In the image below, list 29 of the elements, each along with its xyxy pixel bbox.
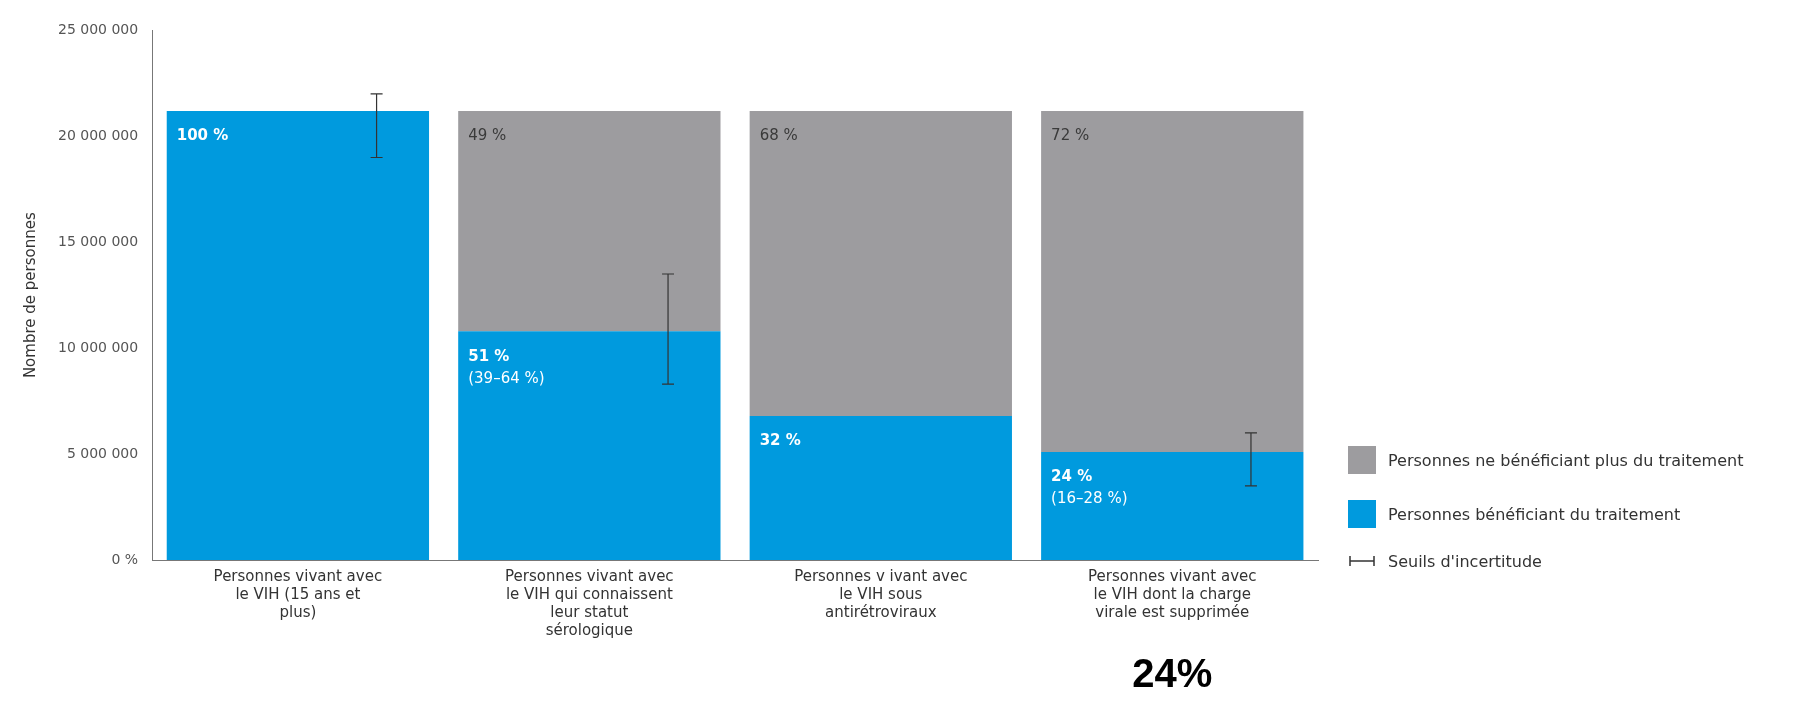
bar xyxy=(1041,110,1304,452)
y-tick-label: 25 000 000 xyxy=(57,21,139,38)
bar xyxy=(749,110,1012,416)
bar xyxy=(458,110,721,332)
legend-label: Personnes bénéficiant du traitement xyxy=(1388,504,1681,524)
y-tick-label: 20 000 000 xyxy=(57,126,139,143)
text: 24% xyxy=(1132,651,1213,696)
y-tick-label: 0 % xyxy=(111,550,139,567)
legend-label: Personnes ne bénéficiant plus du traitement xyxy=(1388,450,1744,470)
bar xyxy=(749,415,1012,560)
annotation: 100 % xyxy=(176,126,229,145)
y-tick-label: 10 000 000 xyxy=(57,338,139,355)
text: Seuils d'incertitude xyxy=(1388,551,1542,571)
x-tick-label: Personnes vivant avec le VIH (15 ans et plus) xyxy=(213,566,383,621)
y-axis-title: Nombre de personnes xyxy=(20,212,39,379)
bar xyxy=(166,110,430,560)
annotation: 32 % xyxy=(759,431,801,450)
annotation: 72 % xyxy=(1051,126,1090,145)
x-tick-label: Personnes vivant avec le VIH dont la charge virale est supprimée xyxy=(1088,566,1257,621)
bar xyxy=(1041,451,1304,560)
x-tick-label: Personnes v ivant avec le VIH sous antirétroviraux xyxy=(794,566,968,621)
y-tick-label: 5 000 000 xyxy=(66,444,139,461)
x-tick-label: Personnes vivant avec le VIH qui connaissent leur statut sérologique xyxy=(505,566,674,639)
annotation: 51 % (39–64 %) xyxy=(468,346,545,387)
annotation: 24 % (16–28 %) xyxy=(1051,467,1128,508)
annotation: 49 % xyxy=(468,126,507,145)
annotation: 68 % xyxy=(759,126,798,145)
y-tick-label: 15 000 000 xyxy=(57,232,139,249)
bar xyxy=(458,331,721,560)
